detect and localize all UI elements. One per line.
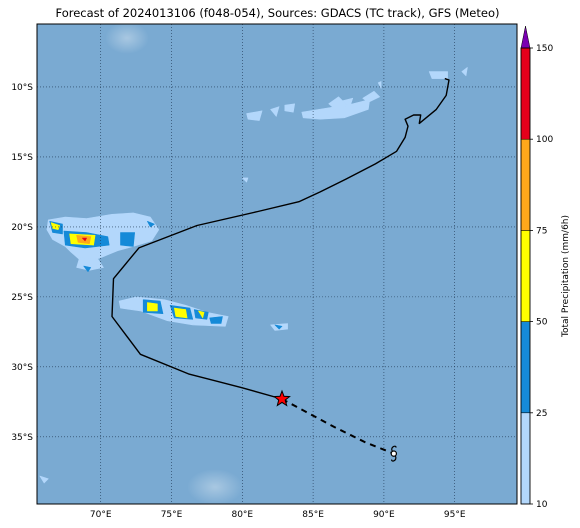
lon-tick-label: 90°E [373, 510, 395, 520]
cloud-haze [187, 469, 243, 504]
precip-area [242, 177, 249, 183]
colorbar-frame [520, 47, 531, 505]
precip-area [428, 71, 448, 79]
colorbar-tick-label: 100 [536, 135, 553, 145]
colorbar-segment [520, 412, 531, 505]
precip-area [377, 81, 382, 89]
lon-tick-label: 85°E [302, 510, 324, 520]
map-title: Forecast of 2024013106 (f048-054), Sourc… [55, 6, 500, 20]
precip-area [120, 232, 135, 247]
map-frame [36, 23, 518, 505]
plot-area [37, 24, 517, 504]
precip-area [362, 90, 381, 103]
colorbar-extend-arrow [520, 25, 531, 49]
colorbar-tick-label: 25 [536, 409, 547, 419]
colorbar-segment [520, 230, 531, 322]
lon-tick-label: 80°E [231, 510, 253, 520]
precip-area [328, 96, 348, 113]
past-track-line [111, 77, 450, 400]
precip-area [50, 222, 61, 230]
precip-area [246, 110, 263, 121]
current-position-star-icon [272, 389, 291, 407]
precip-area [76, 257, 104, 271]
lat-tick-label: 25°S [11, 293, 33, 303]
cyclone-symbol-icon [390, 445, 398, 462]
colorbar-tick-label: 150 [536, 44, 553, 54]
precip-area [209, 316, 223, 324]
lat-tick-label: 30°S [11, 363, 33, 373]
precip-area [39, 475, 49, 484]
precip-area [174, 307, 188, 319]
cloud-haze [105, 24, 149, 54]
lat-tick-label: 20°S [11, 223, 33, 233]
precip-area [284, 103, 296, 113]
precip-area [270, 106, 280, 117]
precip-area [198, 310, 205, 319]
lat-tick-label: 35°S [11, 433, 33, 443]
colorbar-segment [520, 321, 531, 414]
precip-area [83, 265, 92, 273]
colorbar-segment [520, 138, 531, 231]
lon-tick-label: 70°E [90, 510, 112, 520]
colorbar: 10 25 50 75 100 150 Total Precipitation (mm/6h… [520, 25, 571, 510]
colorbar-tick-label: 50 [536, 318, 548, 328]
map-background [37, 24, 517, 504]
lat-tick-label: 15°S [11, 153, 33, 163]
precip-area [461, 67, 468, 77]
precip-area [82, 237, 87, 242]
colorbar-tick-label: 10 [536, 500, 548, 510]
lon-tick-label: 95°E [444, 510, 466, 520]
colorbar-tick-label: 75 [536, 226, 547, 236]
precip-area [147, 221, 155, 228]
colorbar-segment [520, 47, 531, 140]
lon-tick-label: 75°E [161, 510, 183, 520]
colorbar-label: Total Precipitation (mm/6h) [561, 215, 571, 338]
precip-area [274, 324, 283, 330]
precip-area [147, 302, 158, 312]
lat-tick-label: 10°S [11, 83, 33, 93]
